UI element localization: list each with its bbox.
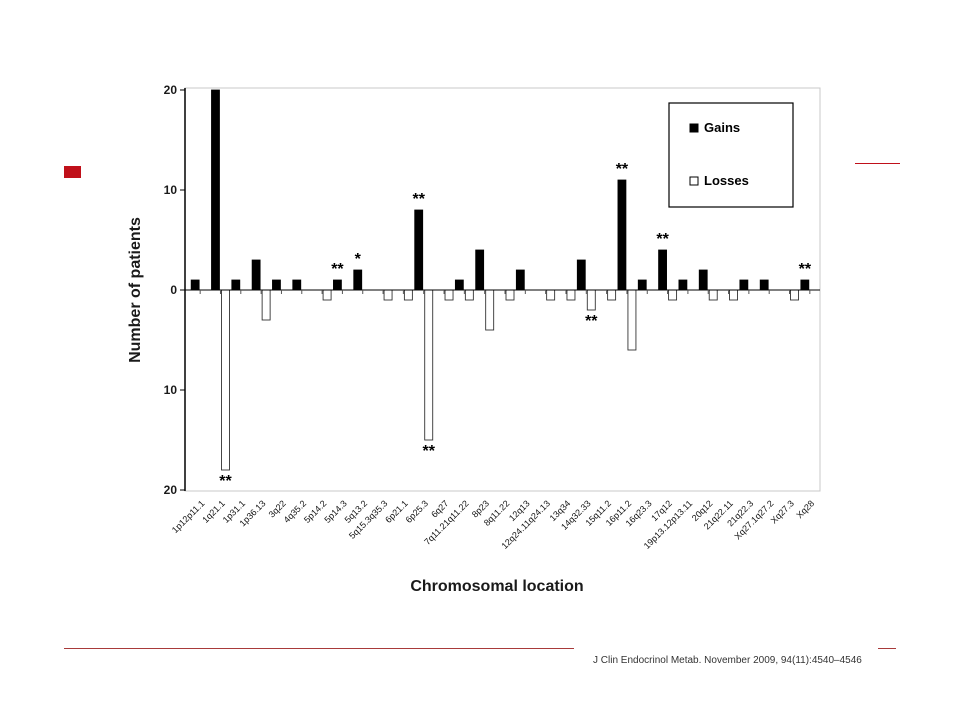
bar-losses-8p23 [485,289,495,331]
bar-losses-13q34 [566,289,576,301]
x-axis-label: Chromosomal location [410,578,583,595]
legend-swatch-losses [689,176,699,186]
bar-gains-xq28 [800,279,810,291]
bar-gains-16p11-2 [617,179,627,291]
red-divider-line-short [878,648,896,649]
bar-gains-1p12p11-1 [190,279,200,291]
legend-label-gains: Gains [704,120,740,135]
bar-gains-3q22 [272,279,281,291]
bar-losses-8q11-22 [505,289,515,301]
x-tick-label-xq28: Xq28 [794,498,816,520]
significance-marker: ** [616,161,629,178]
y-tick-label: 20 [164,483,178,497]
significance-marker: ** [799,261,812,278]
significance-annotations: ***************** [219,161,812,490]
x-tick-label-xq27-3: Xq27.3 [769,498,796,525]
bar-losses-12q24-11q24-13 [546,289,556,301]
bar-gains-16q23-3 [637,279,647,291]
bar-gains-14q32-33 [576,259,586,291]
citation-text: J Clin Endocrinol Metab. November 2009, … [593,655,862,666]
y-axis-label: Number of patients [127,217,144,363]
significance-marker: ** [585,313,598,330]
y-tick-label: 0 [170,283,177,297]
bar-gains-1q21-1 [211,89,220,291]
significance-marker: * [355,251,362,268]
bar-losses-15q11-2 [607,289,617,301]
bar-gains-xq27-1q27-2 [759,279,769,291]
y-tick-label: 20 [164,83,178,97]
significance-marker: ** [412,191,425,208]
legend-swatch-gains [689,123,699,133]
red-divider-line [64,648,574,649]
y-axis-ticks: 20 10 0 10 20 [164,83,185,497]
bar-losses-1p36-13 [261,289,271,321]
legend: Gains Losses [668,102,794,208]
bar-gains-21q22-3 [739,279,749,291]
legend-box [668,102,794,208]
bar-gains-5q13-2 [353,269,363,291]
bar-gains-19p13-12p13-11 [678,279,688,291]
bar-losses-1q21-1 [221,289,230,471]
bar-losses-7q11-21q11-22 [464,289,474,301]
red-accent-square [64,166,81,178]
bar-losses-14q32-33 [586,289,596,311]
bar-losses-16p11-2 [627,289,637,351]
bar-gains-4q35-2 [292,279,302,291]
bar-losses-5p14-2 [322,289,332,301]
bar-gains-20q12 [698,269,708,291]
bar-gains-6p25-3 [414,209,424,291]
bar-losses-6q27 [444,289,454,301]
significance-marker: ** [331,261,344,278]
bar-losses-6p21-1 [403,289,413,301]
bar-gains-8p23 [475,249,485,291]
bar-gains-1p31-1 [231,279,241,291]
bar-losses-xq27-3 [790,289,799,301]
y-tick-label: 10 [164,183,178,197]
significance-marker: ** [656,231,669,248]
significance-marker: ** [422,443,435,460]
bar-losses-21q22-11 [729,289,738,301]
bar-gains-17q12 [658,249,667,291]
legend-label-losses: Losses [704,173,749,188]
bar-losses-6p25-3 [424,289,434,441]
red-accent-line-top [855,163,900,164]
bar-gains-5p14-3 [333,279,342,291]
bar-losses-17q12 [668,289,678,301]
bar-gains-1p36-13 [251,259,261,291]
bar-gains-7q11-21q11-22 [454,279,464,291]
bar-losses-20q12 [708,289,718,301]
significance-marker: ** [219,473,232,490]
bar-losses-5q15-3q35-3 [383,289,393,301]
y-tick-label: 10 [164,383,178,397]
bar-gains-12q13 [515,269,525,291]
x-tick-label-6p25-3: 6p25.3 [404,498,431,525]
